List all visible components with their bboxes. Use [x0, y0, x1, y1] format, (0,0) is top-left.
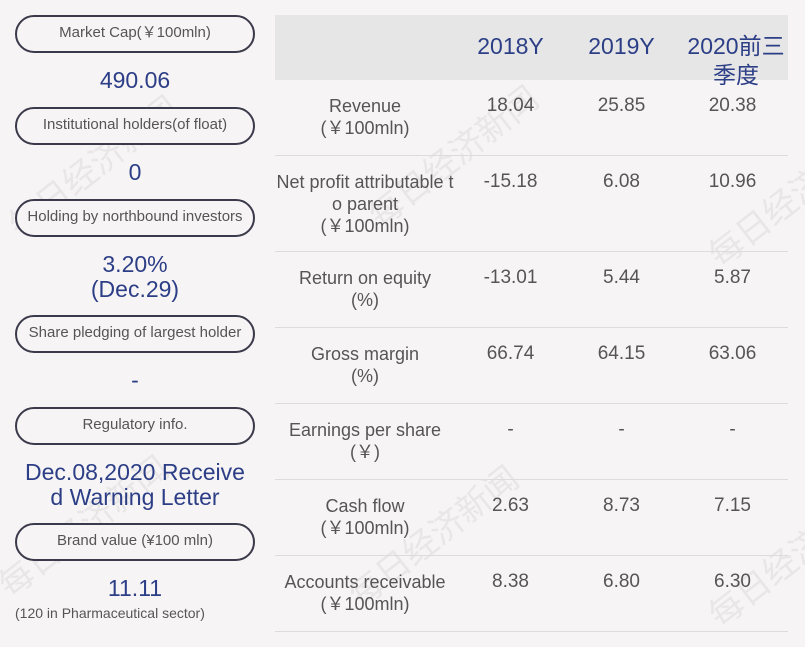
row-label: Return on equity (%) — [275, 267, 455, 311]
cell-2019: 6.80 — [603, 571, 640, 592]
market-cap-label: Market Cap(￥100mln) — [15, 15, 255, 53]
brand-value: 11.11 — [107, 575, 163, 601]
cell-2019: 25.85 — [597, 95, 646, 116]
table-row: Gross margin (%) 66.74 64.15 63.06 — [275, 328, 788, 404]
cell-2018: 8.38 — [492, 571, 529, 592]
row-label-line: (￥100mln) — [320, 594, 410, 614]
institutional-holders-value: 0 — [128, 159, 142, 185]
row-label: Net profit attributable t o parent (￥100… — [275, 171, 455, 237]
cell-2019: 5.44 — [603, 267, 640, 288]
row-label-line: (￥) — [350, 442, 380, 462]
table-row: Net profit attributable t o parent (￥100… — [275, 156, 788, 252]
row-label-line: Net profit attributable t — [276, 172, 454, 192]
regulatory-info-line1: Dec.08,2020 Receive — [25, 459, 245, 485]
cell-2020q3: 6.30 — [714, 571, 751, 592]
regulatory-info-value: Dec.08,2020 Receive d Warning Letter — [15, 460, 255, 510]
northbound-label: Holding by northbound investors — [15, 199, 255, 237]
cell-2018: - — [507, 419, 514, 440]
header-2020q3-line1: 2020前三 — [687, 33, 785, 59]
table-row: Earnings per share (￥) - - - — [275, 404, 788, 480]
header-2020q3: 2020前三 季度 — [677, 32, 795, 90]
cell-2020q3: 63.06 — [708, 343, 757, 364]
cell-2018: -15.18 — [483, 171, 538, 192]
institutional-holders-label: Institutional holders(of float) — [15, 107, 255, 145]
cell-2020q3: - — [729, 419, 736, 440]
northbound-value-percent: 3.20% — [102, 251, 168, 277]
header-2020q3-line2: 季度 — [713, 62, 759, 88]
northbound-value-date: (Dec.29) — [90, 276, 180, 302]
cell-2019: - — [618, 419, 625, 440]
cell-2018: 18.04 — [486, 95, 535, 116]
cell-2018: -13.01 — [483, 267, 538, 288]
table-row: Accounts receivable (￥100mln) 8.38 6.80 … — [275, 556, 788, 632]
northbound-value: 3.20% (Dec.29) — [15, 252, 255, 302]
cell-2019: 64.15 — [597, 343, 646, 364]
brand-value-note: (120 in Pharmaceutical sector) — [15, 605, 205, 621]
row-label-line: (%) — [351, 366, 379, 386]
row-label: Accounts receivable (￥100mln) — [275, 571, 455, 615]
header-2019: 2019Y — [588, 33, 655, 59]
table-header: 2018Y 2019Y 2020前三 季度 — [275, 15, 788, 88]
brand-value-label: Brand value (¥100 mln) — [15, 523, 255, 561]
cell-2020q3: 10.96 — [708, 171, 757, 192]
cell-2019: 6.08 — [603, 171, 640, 192]
row-label: Gross margin (%) — [275, 343, 455, 387]
row-label-line: Return on equity — [298, 268, 432, 288]
row-label: Earnings per share (￥) — [275, 419, 455, 463]
cell-2020q3: 7.15 — [714, 495, 751, 516]
row-label-line: (￥100mln) — [320, 518, 410, 538]
cell-2020q3: 5.87 — [714, 267, 751, 288]
row-label-line: Revenue — [328, 96, 402, 116]
row-label: Revenue (￥100mln) — [275, 95, 455, 139]
table-row: Revenue (￥100mln) 18.04 25.85 20.38 — [275, 80, 788, 156]
row-label-line: (%) — [351, 290, 379, 310]
regulatory-info-line2: d Warning Letter — [50, 484, 220, 510]
row-label-line: (￥100mln) — [320, 118, 410, 138]
table-row: Cash flow (￥100mln) 2.63 8.73 7.15 — [275, 480, 788, 556]
row-label-line: o parent — [331, 194, 399, 214]
table-row: Return on equity (%) -13.01 5.44 5.87 — [275, 252, 788, 328]
row-label-line: Gross margin — [310, 344, 420, 364]
row-label-line: Earnings per share — [288, 420, 442, 440]
row-label-line: (￥100mln) — [320, 216, 410, 236]
cell-2019: 8.73 — [603, 495, 640, 516]
share-pledging-value: - — [131, 367, 139, 393]
cell-2020q3: 20.38 — [708, 95, 757, 116]
market-cap-value: 490.06 — [99, 67, 171, 93]
row-label-line: Cash flow — [325, 496, 405, 516]
row-label: Cash flow (￥100mln) — [275, 495, 455, 539]
share-pledging-label: Share pledging of largest holder — [15, 315, 255, 353]
regulatory-info-label: Regulatory info. — [15, 407, 255, 445]
row-label-line: Accounts receivable — [284, 572, 446, 592]
cell-2018: 66.74 — [486, 343, 535, 364]
cell-2018: 2.63 — [492, 495, 529, 516]
header-2018: 2018Y — [477, 33, 544, 59]
